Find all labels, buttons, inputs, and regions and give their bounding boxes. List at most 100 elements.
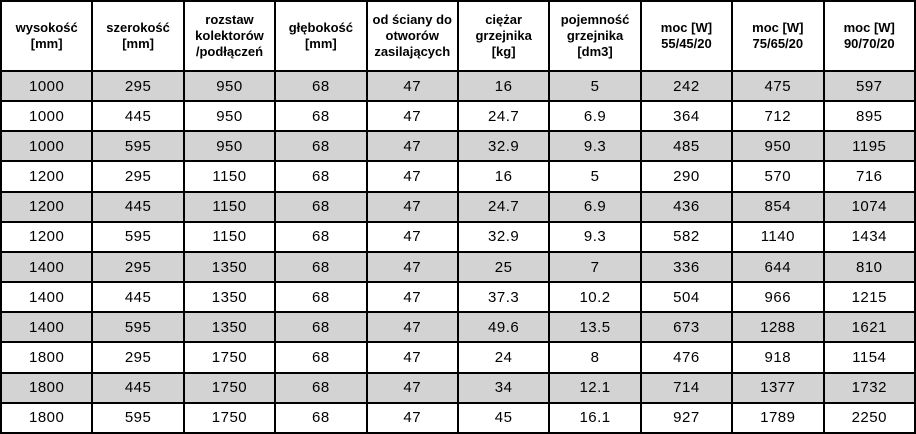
table-cell: 445 bbox=[91, 281, 185, 314]
table-cell: 47 bbox=[365, 341, 459, 374]
column-header-7: pojemność grzejnika [dm3] bbox=[548, 0, 642, 72]
table-cell: 475 bbox=[731, 69, 825, 103]
table-cell: 47 bbox=[365, 160, 459, 193]
table-cell: 5 bbox=[548, 160, 642, 193]
table-cell: 1150 bbox=[182, 160, 277, 193]
table-row: 1800 295 1750 68 47 24 8 476 918 1154 bbox=[0, 341, 916, 374]
table-cell: 16.1 bbox=[548, 401, 642, 434]
table-cell: 1200 bbox=[0, 160, 94, 193]
table-row: 1200 295 1150 68 47 16 5 290 570 716 bbox=[0, 160, 916, 193]
table-cell: 295 bbox=[91, 341, 185, 374]
table-cell: 25 bbox=[456, 250, 551, 284]
table-cell: 1140 bbox=[731, 220, 825, 253]
table-cell: 32.9 bbox=[456, 220, 551, 253]
table-cell: 1400 bbox=[0, 311, 94, 344]
table-row: 1800 595 1750 68 47 45 16.1 927 1789 2250 bbox=[0, 401, 916, 434]
table-cell: 714 bbox=[639, 371, 734, 404]
table-cell: 1750 bbox=[182, 341, 277, 374]
table-row: 1400 595 1350 68 47 49.6 13.5 673 1288 1621 bbox=[0, 311, 916, 344]
table-cell: 1000 bbox=[0, 69, 94, 103]
table-cell: 37.3 bbox=[456, 281, 551, 314]
table-cell: 445 bbox=[91, 190, 185, 223]
table-cell: 68 bbox=[274, 69, 368, 103]
table-cell: 1150 bbox=[182, 190, 277, 223]
column-header-10: moc [W] 90/70/20 bbox=[822, 0, 916, 72]
table-cell: 595 bbox=[91, 130, 185, 163]
table-cell: 10.2 bbox=[548, 281, 642, 314]
table-cell: 1789 bbox=[731, 401, 825, 434]
table-cell: 68 bbox=[274, 250, 368, 284]
table-row: 1400 295 1350 68 47 25 7 336 644 810 bbox=[0, 250, 916, 284]
table-cell: 68 bbox=[274, 401, 368, 434]
table-row: 1000 295 950 68 47 16 5 242 475 597 bbox=[0, 69, 916, 103]
table-cell: 570 bbox=[731, 160, 825, 193]
table-cell: 966 bbox=[731, 281, 825, 314]
table-cell: 436 bbox=[639, 190, 734, 223]
table-cell: 290 bbox=[639, 160, 734, 193]
table-cell: 242 bbox=[639, 69, 734, 103]
table-cell: 597 bbox=[822, 69, 916, 103]
table-cell: 485 bbox=[639, 130, 734, 163]
table-cell: 24 bbox=[456, 341, 551, 374]
table-cell: 810 bbox=[822, 250, 916, 284]
table-cell: 582 bbox=[639, 220, 734, 253]
table-cell: 45 bbox=[456, 401, 551, 434]
table-cell: 1377 bbox=[731, 371, 825, 404]
table-cell: 1621 bbox=[822, 311, 916, 344]
table-body: 1000 295 950 68 47 16 5 242 475 597 1000 445 950 68 47… bbox=[0, 69, 916, 434]
table-cell: 5 bbox=[548, 69, 642, 103]
table-cell: 6.9 bbox=[548, 100, 642, 133]
table-cell: 49.6 bbox=[456, 311, 551, 344]
table-cell: 595 bbox=[91, 220, 185, 253]
table-cell: 336 bbox=[639, 250, 734, 284]
table-row: 1000 445 950 68 47 24.7 6.9 364 712 895 bbox=[0, 100, 916, 133]
table-cell: 364 bbox=[639, 100, 734, 133]
table-cell: 47 bbox=[365, 220, 459, 253]
table-cell: 1400 bbox=[0, 250, 94, 284]
table-cell: 68 bbox=[274, 281, 368, 314]
table-cell: 16 bbox=[456, 69, 551, 103]
table-cell: 476 bbox=[639, 341, 734, 374]
column-header-3: rozstaw kolektorów /podłączeń bbox=[182, 0, 277, 72]
table-cell: 1074 bbox=[822, 190, 916, 223]
table-cell: 950 bbox=[182, 130, 277, 163]
table-cell: 68 bbox=[274, 100, 368, 133]
table-cell: 47 bbox=[365, 311, 459, 344]
table-cell: 295 bbox=[91, 250, 185, 284]
table-cell: 1350 bbox=[182, 250, 277, 284]
table-cell: 1000 bbox=[0, 100, 94, 133]
table-cell: 644 bbox=[731, 250, 825, 284]
table-cell: 1800 bbox=[0, 371, 94, 404]
column-header-8: moc [W] 55/45/20 bbox=[639, 0, 734, 72]
table-cell: 34 bbox=[456, 371, 551, 404]
table-row: 1200 595 1150 68 47 32.9 9.3 582 1140 1434 bbox=[0, 220, 916, 253]
table-cell: 950 bbox=[182, 69, 277, 103]
table-cell: 47 bbox=[365, 69, 459, 103]
table-cell: 1200 bbox=[0, 190, 94, 223]
table-cell: 47 bbox=[365, 190, 459, 223]
table-cell: 716 bbox=[822, 160, 916, 193]
table-cell: 9.3 bbox=[548, 220, 642, 253]
table-cell: 1350 bbox=[182, 281, 277, 314]
table-cell: 1000 bbox=[0, 130, 94, 163]
column-header-4: głębokość [mm] bbox=[274, 0, 368, 72]
table-cell: 1195 bbox=[822, 130, 916, 163]
table-cell: 1200 bbox=[0, 220, 94, 253]
table-cell: 445 bbox=[91, 100, 185, 133]
table-cell: 24.7 bbox=[456, 190, 551, 223]
column-header-1: wysokość [mm] bbox=[0, 0, 94, 72]
table-head: wysokość [mm] szerokość [mm] rozstaw kolek… bbox=[0, 0, 916, 72]
table-row: 1000 595 950 68 47 32.9 9.3 485 950 1195 bbox=[0, 130, 916, 163]
table-cell: 68 bbox=[274, 190, 368, 223]
table-cell: 47 bbox=[365, 401, 459, 434]
table-cell: 595 bbox=[91, 311, 185, 344]
table-cell: 1750 bbox=[182, 401, 277, 434]
table-row: 1200 445 1150 68 47 24.7 6.9 436 854 1074 bbox=[0, 190, 916, 223]
table-cell: 68 bbox=[274, 371, 368, 404]
table-cell: 295 bbox=[91, 69, 185, 103]
table-cell: 47 bbox=[365, 281, 459, 314]
column-header-5: od ściany do otworów zasilających bbox=[365, 0, 459, 72]
column-header-9: moc [W] 75/65/20 bbox=[731, 0, 825, 72]
table-cell: 32.9 bbox=[456, 130, 551, 163]
